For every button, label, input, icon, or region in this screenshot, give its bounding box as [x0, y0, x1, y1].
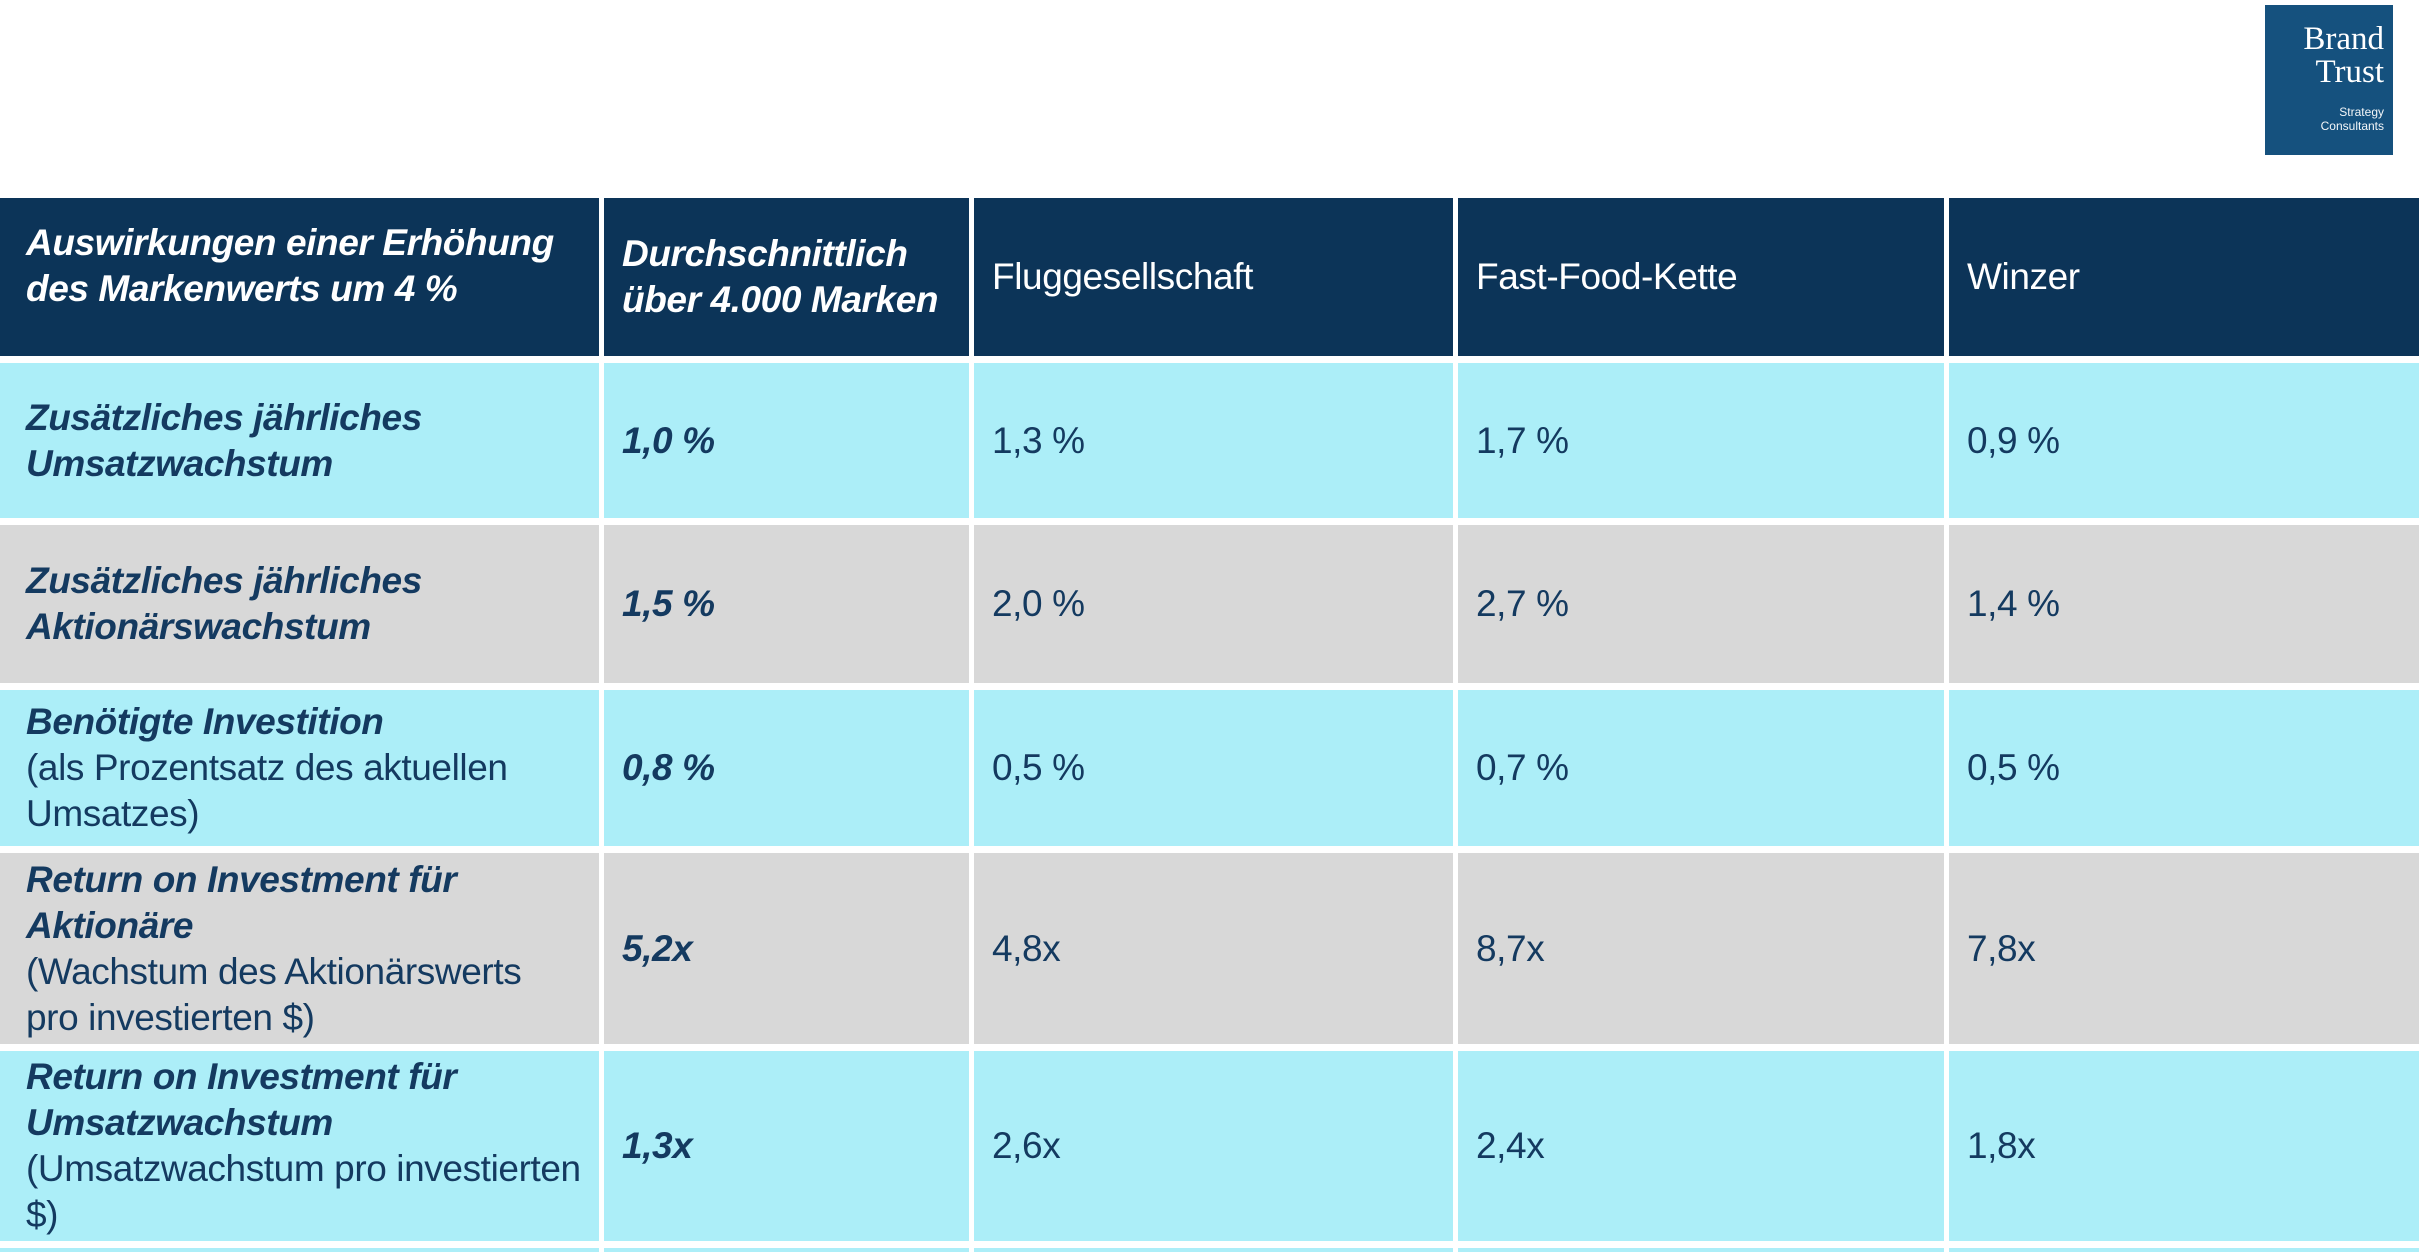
cutoff-row-cell: [974, 1248, 1453, 1252]
row-label-title: Return on Investment für Umsatzwachstum: [26, 1056, 457, 1143]
cell-value-winery: 1,8x: [1949, 1051, 2419, 1241]
row-label-title: Benötigte Investition: [26, 701, 384, 742]
cell-value-fastfood: 8,7x: [1458, 853, 1944, 1044]
cell-value-airline: 4,8x: [974, 853, 1453, 1044]
cell-value-winery: 0,9 %: [1949, 363, 2419, 518]
cell-value-fastfood: 2,4x: [1458, 1051, 1944, 1241]
cutoff-row-cell: [0, 1248, 599, 1252]
brand-trust-logo: Brand Trust Strategy Consultants: [2265, 5, 2393, 155]
cell-value-fastfood: 2,7 %: [1458, 525, 1944, 683]
logo-tagline-strategy: Strategy: [2339, 105, 2384, 119]
cell-value-winery: 1,4 %: [1949, 525, 2419, 683]
cutoff-row-cell: [604, 1248, 969, 1252]
row-label-subtitle: (Wachstum des Aktionärswerts pro investi…: [26, 950, 522, 1038]
row-label-subtitle: (als Prozentsatz des aktuellen Umsatzes): [26, 747, 508, 834]
row-label: Zusätzliches jährliches Umsatzwachstum: [0, 363, 599, 518]
cell-value-airline: 0,5 %: [974, 690, 1453, 846]
brand-value-impact-table: Auswirkungen einer Erhöhung des Markenwe…: [0, 198, 2419, 1252]
cell-value-average: 1,5 %: [604, 525, 969, 683]
row-label-title: Return on Investment für Aktionäre: [26, 858, 457, 946]
row-label: Return on Investment für Umsatzwachstum …: [0, 1051, 599, 1241]
row-label-title: Zusätzliches jährliches Aktionärswachstu…: [26, 560, 422, 647]
header-cell-airline: Fluggesellschaft: [974, 198, 1453, 356]
logo-word-trust: Trust: [2315, 54, 2385, 90]
cell-value-airline: 2,0 %: [974, 525, 1453, 683]
cell-value-airline: 1,3 %: [974, 363, 1453, 518]
cell-value-winery: 7,8x: [1949, 853, 2419, 1044]
brand-trust-logo-tagline: Strategy Consultants: [2265, 105, 2384, 133]
cell-value-airline: 2,6x: [974, 1051, 1453, 1241]
row-label: Return on Investment für Aktionäre (Wach…: [0, 853, 599, 1044]
cutoff-row-cell: [1949, 1248, 2419, 1252]
header-cell-average: Durchschnittlich über 4.000 Marken: [604, 198, 969, 356]
cutoff-row-cell: [1458, 1248, 1944, 1252]
row-label-title: Zusätzliches jährliches Umsatzwachstum: [26, 396, 422, 484]
header-cell-title: Auswirkungen einer Erhöhung des Markenwe…: [0, 198, 599, 356]
cell-value-average: 1,0 %: [604, 363, 969, 518]
header-cell-fastfood: Fast-Food-Kette: [1458, 198, 1944, 356]
cell-value-fastfood: 1,7 %: [1458, 363, 1944, 518]
header-cell-winery: Winzer: [1949, 198, 2419, 356]
cell-value-fastfood: 0,7 %: [1458, 690, 1944, 846]
row-label: Benötigte Investition (als Prozentsatz d…: [0, 690, 599, 846]
row-label: Zusätzliches jährliches Aktionärswachstu…: [0, 525, 599, 683]
row-label-subtitle: (Umsatzwachstum pro investierten $): [26, 1148, 581, 1235]
cell-value-average: 1,3x: [604, 1051, 969, 1241]
logo-word-brand: Brand: [2303, 21, 2384, 57]
logo-tagline-consultants: Consultants: [2320, 119, 2384, 133]
cell-value-winery: 0,5 %: [1949, 690, 2419, 846]
brand-trust-logo-wordmark: Brand Trust: [2265, 23, 2384, 89]
cell-value-average: 0,8 %: [604, 690, 969, 846]
cell-value-average: 5,2x: [604, 853, 969, 1044]
